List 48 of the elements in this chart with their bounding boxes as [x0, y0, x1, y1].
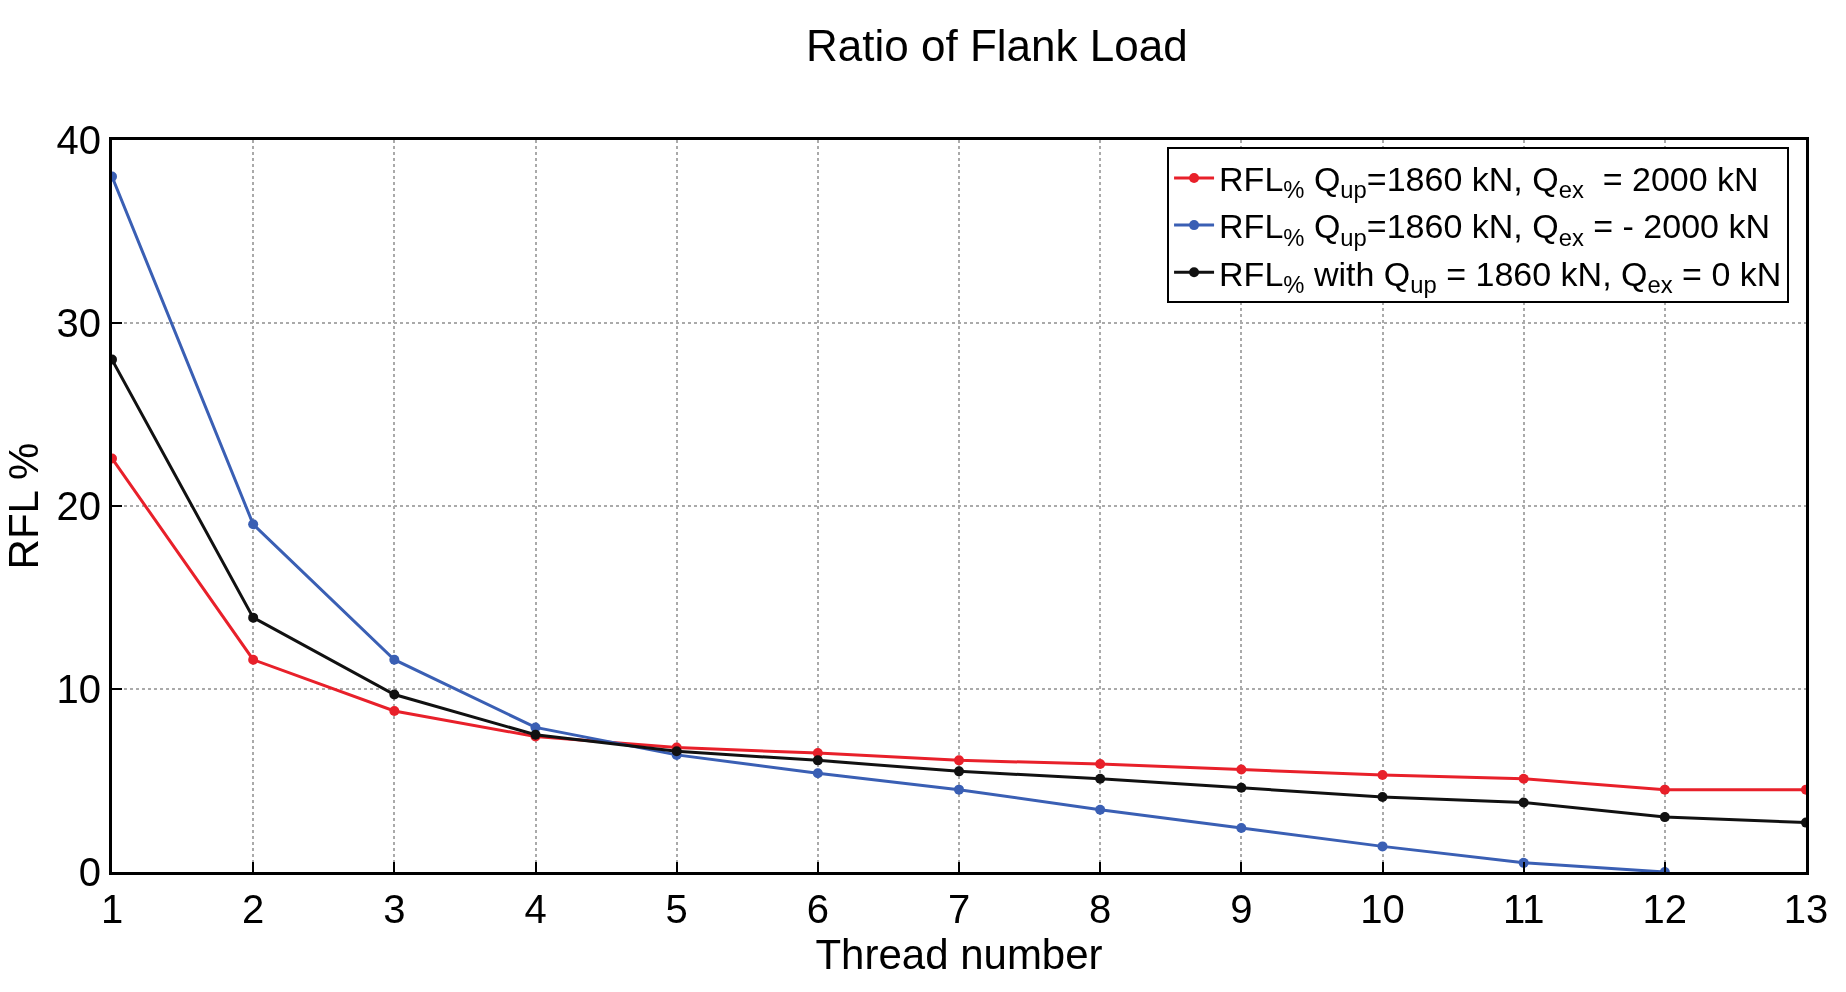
point: [954, 755, 964, 766]
point: [1236, 823, 1247, 834]
x-tick-label: 6: [806, 887, 829, 931]
point: [389, 705, 400, 716]
point: [248, 519, 259, 530]
point: [1659, 784, 1670, 795]
y-tick-label: 0: [78, 850, 101, 894]
point: [1377, 841, 1388, 852]
point: [1377, 791, 1388, 802]
x-tick-label: 12: [1642, 887, 1688, 931]
x-tick-label: 11: [1502, 887, 1545, 931]
point: [812, 768, 823, 779]
point: [1518, 797, 1529, 808]
point: [1236, 782, 1247, 793]
y-tick-label: 10: [56, 667, 101, 711]
point: [1095, 759, 1106, 770]
y-tick-label: 30: [56, 301, 101, 345]
y-tick-label: 40: [56, 118, 101, 162]
point: [248, 654, 259, 665]
x-tick-label: 7: [947, 887, 971, 931]
x-tick-label: 5: [665, 887, 688, 931]
point: [389, 689, 400, 700]
x-tick-label: 1: [100, 887, 124, 931]
point: [1236, 764, 1247, 775]
point: [248, 612, 259, 623]
x-tick-label: 2: [242, 887, 265, 931]
point: [1095, 773, 1106, 784]
point: [1377, 770, 1388, 781]
point: [1095, 804, 1106, 815]
x-tick-label: 9: [1230, 887, 1253, 931]
point: [1518, 773, 1529, 784]
point: [1659, 812, 1670, 823]
chart-title: Ratio of Flank Load: [806, 20, 1188, 70]
legend-label: RFL$_{%}$ with Q$_{up}$ = 1860 kN, Q$_{ex}$ = 0 kN: [1219, 254, 1782, 298]
x-tick-label: 3: [383, 887, 406, 931]
x-tick-label: 10: [1360, 887, 1405, 931]
x-axis-title: Thread number: [815, 931, 1103, 978]
x-tick-label: 4: [524, 887, 547, 931]
x-tick-label: 13: [1783, 887, 1829, 931]
point: [954, 766, 964, 777]
y-tick-label: 20: [56, 484, 101, 528]
legend-label: RFL$_{%}$ Q$_{up}$=1860 kN, Q$_{ex}$ = - 2000 kN: [1219, 207, 1770, 251]
point: [954, 784, 964, 795]
point: [389, 654, 400, 665]
x-tick-label: 8: [1089, 887, 1112, 931]
point: [812, 755, 823, 766]
legend-label: RFL$_{%}$ Q$_{up}$=1860 kN, Q$_{ex}$ = 2000 kN: [1219, 160, 1759, 204]
y-axis-title: RFL %: [0, 442, 47, 570]
